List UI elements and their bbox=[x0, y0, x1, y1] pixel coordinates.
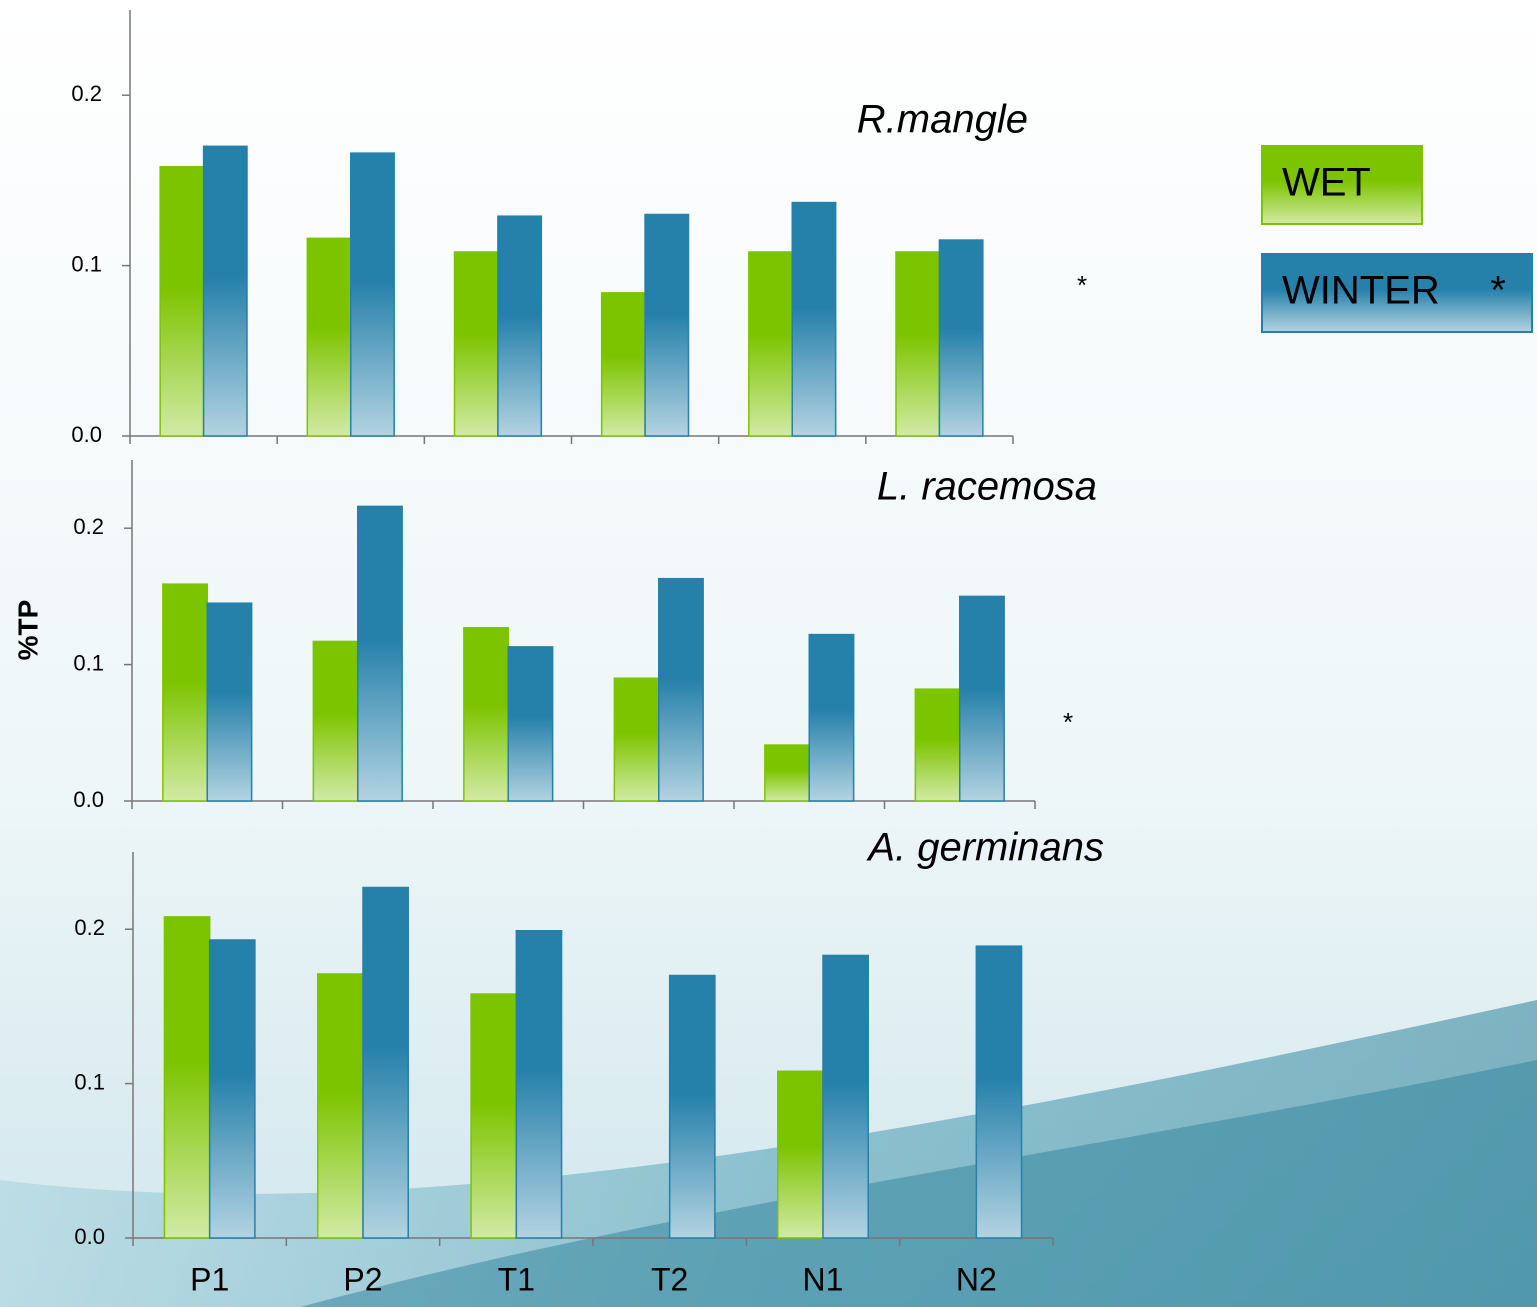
y-tick-label: 0.2 bbox=[71, 81, 102, 106]
bar bbox=[350, 152, 395, 437]
annotation: * bbox=[1063, 707, 1073, 737]
bar bbox=[668, 974, 716, 1239]
y-axis-label: %TP bbox=[12, 600, 43, 661]
bar bbox=[357, 505, 403, 802]
legend-swatch bbox=[1261, 145, 1423, 225]
x-tick-label: T1 bbox=[498, 1261, 535, 1297]
bar bbox=[362, 886, 409, 1239]
chart-title: R.mangle bbox=[857, 98, 1028, 142]
bar bbox=[470, 993, 518, 1239]
y-tick-label: 0.1 bbox=[73, 650, 104, 675]
y-tick-label: 0.0 bbox=[74, 1224, 105, 1249]
y-tick-label: 0.1 bbox=[74, 1069, 105, 1094]
x-tick-label: N1 bbox=[803, 1261, 844, 1297]
legend-note: * bbox=[1490, 269, 1506, 313]
legend-swatch bbox=[1261, 253, 1533, 333]
bar bbox=[895, 251, 941, 437]
x-tick-label: N2 bbox=[956, 1261, 997, 1297]
bar bbox=[613, 677, 660, 802]
bar bbox=[306, 237, 352, 437]
bar bbox=[163, 916, 211, 1239]
bar bbox=[975, 945, 1023, 1239]
legend-label: WINTER bbox=[1282, 269, 1440, 313]
bar bbox=[791, 201, 837, 437]
legend-label: WET bbox=[1282, 161, 1371, 205]
bar bbox=[312, 640, 359, 802]
x-tick-label: P2 bbox=[343, 1261, 382, 1297]
bar bbox=[748, 251, 793, 437]
x-tick-label: T2 bbox=[651, 1261, 688, 1297]
bar bbox=[202, 145, 248, 437]
bar bbox=[497, 215, 543, 437]
bar bbox=[162, 583, 208, 802]
chart-title: A. germinans bbox=[866, 826, 1104, 870]
y-tick-label: 0.0 bbox=[71, 422, 102, 447]
bar bbox=[463, 627, 510, 802]
bar bbox=[515, 929, 563, 1239]
bar bbox=[808, 633, 855, 802]
bar bbox=[764, 744, 810, 802]
y-tick-label: 0.2 bbox=[73, 514, 104, 539]
bar bbox=[914, 688, 961, 802]
y-tick-label: 0.0 bbox=[73, 787, 104, 812]
bar bbox=[777, 1070, 824, 1239]
bar bbox=[317, 973, 364, 1239]
bar bbox=[959, 595, 1005, 802]
bar bbox=[658, 577, 704, 802]
bar bbox=[507, 646, 554, 802]
annotation: * bbox=[1077, 270, 1087, 300]
bar bbox=[159, 166, 205, 437]
background-wave bbox=[300, 1060, 1537, 1307]
bar bbox=[644, 213, 690, 437]
chart-title: L. racemosa bbox=[877, 465, 1097, 509]
bar bbox=[600, 292, 646, 437]
x-tick-label: P1 bbox=[190, 1261, 229, 1297]
bar bbox=[208, 939, 256, 1239]
y-tick-label: 0.2 bbox=[74, 915, 105, 940]
bar bbox=[938, 239, 984, 437]
bar bbox=[206, 602, 253, 802]
bar bbox=[453, 251, 499, 437]
y-tick-label: 0.1 bbox=[71, 251, 102, 276]
bar bbox=[822, 954, 869, 1239]
